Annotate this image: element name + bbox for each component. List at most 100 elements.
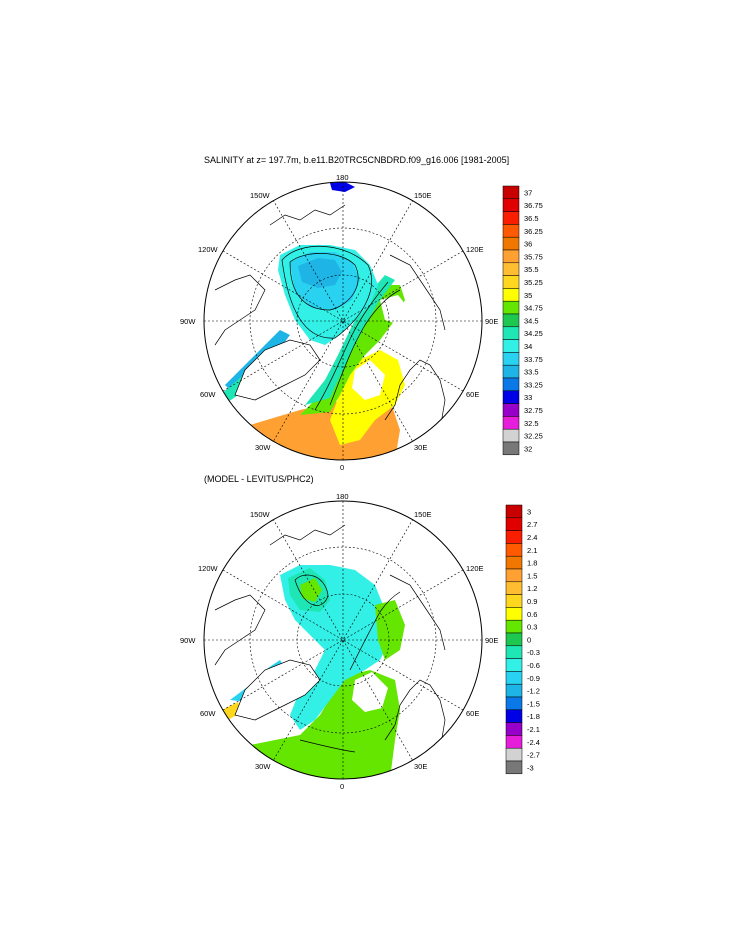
difference-colorbar-label: 1.8 xyxy=(527,559,537,568)
difference-channel-yellow xyxy=(222,702,242,720)
difference-colorbar-label: 0.3 xyxy=(527,623,537,632)
difference-contour-3 xyxy=(299,739,356,753)
salinity-colorbar-label: 34.25 xyxy=(524,329,543,338)
difference-coastline-scand xyxy=(384,679,446,771)
difference-colorbar-label: 3 xyxy=(527,507,531,516)
salinity-colorbar-label: 32.75 xyxy=(524,406,543,415)
salinity-colorbar-label: 32 xyxy=(524,444,532,453)
difference-lon-90e: 90E xyxy=(485,636,498,645)
salinity-colorbar-label: 32.5 xyxy=(524,419,539,428)
difference-colorbar: 3 2.7 2.4 2.1 1.8 1.5 1.2 0.9 0.6 0.3 0 -0.3 -0.6 -0.… xyxy=(505,504,540,775)
difference-lon-120e: 120E xyxy=(466,564,484,573)
salinity-colorbar-label: 33 xyxy=(524,393,532,402)
difference-colorbar-label: 0.6 xyxy=(527,610,537,619)
difference-lon-60e: 60E xyxy=(466,709,479,718)
difference-colorbar-label: 2.7 xyxy=(527,520,537,529)
salinity-colorbar-swatch xyxy=(502,262,520,276)
difference-coastline-canada xyxy=(214,594,266,666)
salinity-colorbar-swatch xyxy=(502,364,520,379)
difference-colorbar-swatch xyxy=(505,747,523,762)
salinity-colorbar-swatch xyxy=(502,249,520,264)
difference-colorbar-label: -2.7 xyxy=(527,751,540,760)
salinity-colorbar-swatch xyxy=(502,211,520,225)
difference-graticule xyxy=(204,501,482,779)
salinity-white-land-2 xyxy=(380,295,410,325)
salinity-colorbar-label: 34.5 xyxy=(524,316,539,325)
difference-colorbar-swatch xyxy=(505,607,523,621)
salinity-contour-4 xyxy=(314,281,389,411)
difference-white-land-1 xyxy=(352,672,388,712)
difference-lon-30e: 30E xyxy=(414,762,427,771)
difference-contour-2 xyxy=(349,591,401,671)
salinity-colorbar-label: 33.25 xyxy=(524,380,543,389)
difference-colorbar-swatch xyxy=(505,517,523,531)
salinity-lon-90w: 90W xyxy=(180,317,196,326)
difference-colorbar-swatch xyxy=(505,504,523,519)
difference-colorbar-label: 0.9 xyxy=(527,597,537,606)
difference-lon-180: 180 xyxy=(336,492,349,501)
salinity-lon-0: 0 xyxy=(340,463,344,472)
salinity-white-land-1 xyxy=(352,360,385,400)
difference-colorbar-swatch xyxy=(505,619,523,634)
salinity-coastline-scand xyxy=(384,359,446,451)
salinity-colorbar-label: 34.75 xyxy=(524,304,543,313)
difference-colorbar-swatch xyxy=(505,568,523,583)
difference-colorbar-swatch xyxy=(505,632,523,647)
salinity-lon-90e: 90E xyxy=(485,317,498,326)
salinity-coastline-siberia xyxy=(389,254,446,331)
difference-colorbar-swatch xyxy=(505,722,523,736)
difference-colorbar-swatch xyxy=(505,530,523,544)
salinity-colorbar-swatch xyxy=(502,185,520,200)
difference-colorbar-label: -2.1 xyxy=(527,725,540,734)
salinity-colorbar-label: 35.75 xyxy=(524,252,543,261)
salinity-colorbar-swatch xyxy=(502,416,520,430)
salinity-colorbar-label: 34 xyxy=(524,342,532,351)
salinity-colorbar-swatch xyxy=(502,275,520,289)
difference-lon-90w: 90W xyxy=(180,636,196,645)
difference-colorbar-swatch xyxy=(505,671,523,685)
salinity-lon-30w: 30W xyxy=(255,443,271,452)
difference-colorbar-label: -1.2 xyxy=(527,687,540,696)
salinity-coastline-canada xyxy=(214,274,266,346)
difference-colorbar-label: 1.2 xyxy=(527,584,537,593)
difference-green-east xyxy=(375,600,405,660)
salinity-colorbar-swatch xyxy=(502,390,520,404)
difference-colorbar-swatch xyxy=(505,709,523,723)
salinity-colorbar-swatch xyxy=(502,403,520,417)
salinity-colorbar-swatch xyxy=(502,352,520,366)
salinity-greenland xyxy=(234,339,321,401)
salinity-colorbar-label: 36.5 xyxy=(524,214,539,223)
difference-colorbar-label: 0 xyxy=(527,635,531,644)
salinity-lon-120e: 120E xyxy=(466,245,484,254)
salinity-colorbar-swatch xyxy=(502,441,520,456)
difference-panel-title: (MODEL - LEVITUS/PHC2) xyxy=(204,474,314,484)
salinity-lon-60w: 60W xyxy=(200,390,216,399)
salinity-lon-150w: 150W xyxy=(250,191,271,200)
salinity-colorbar-label: 36 xyxy=(524,240,532,249)
difference-lon-120w: 120W xyxy=(198,564,219,573)
difference-colorbar-swatch xyxy=(505,594,523,608)
difference-colorbar-swatch xyxy=(505,735,523,749)
difference-colorbar-swatch xyxy=(505,683,523,698)
salinity-coastline-alaska xyxy=(269,204,346,226)
salinity-colorbar-label: 36.75 xyxy=(524,201,543,210)
salinity-lon-30e: 30E xyxy=(414,443,427,452)
salinity-colorbar: 37 36.75 36.5 36.25 36 35.75 35.5 35.25 35 34.75 3… xyxy=(502,185,543,456)
difference-colorbar-swatch xyxy=(505,696,523,711)
salinity-colorbar-swatch xyxy=(502,326,520,340)
difference-colorbar-swatch xyxy=(505,760,523,775)
salinity-colorbar-swatch xyxy=(502,236,520,251)
difference-lon-150w: 150W xyxy=(250,510,271,519)
salinity-blue-gyre xyxy=(298,258,342,288)
salinity-bering-blue xyxy=(330,182,355,192)
salinity-colorbar-swatch xyxy=(502,300,520,315)
salinity-lon-180: 180 xyxy=(336,173,349,182)
salinity-colorbar-label: 33.75 xyxy=(524,355,543,364)
salinity-lon-120w: 120W xyxy=(198,245,219,254)
difference-colorbar-label: -0.6 xyxy=(527,661,540,670)
difference-colorbar-label: 1.5 xyxy=(527,571,537,580)
difference-lon-30w: 30W xyxy=(255,762,271,771)
difference-colorbar-swatch xyxy=(505,555,523,570)
salinity-colorbar-label: 35.5 xyxy=(524,265,539,274)
